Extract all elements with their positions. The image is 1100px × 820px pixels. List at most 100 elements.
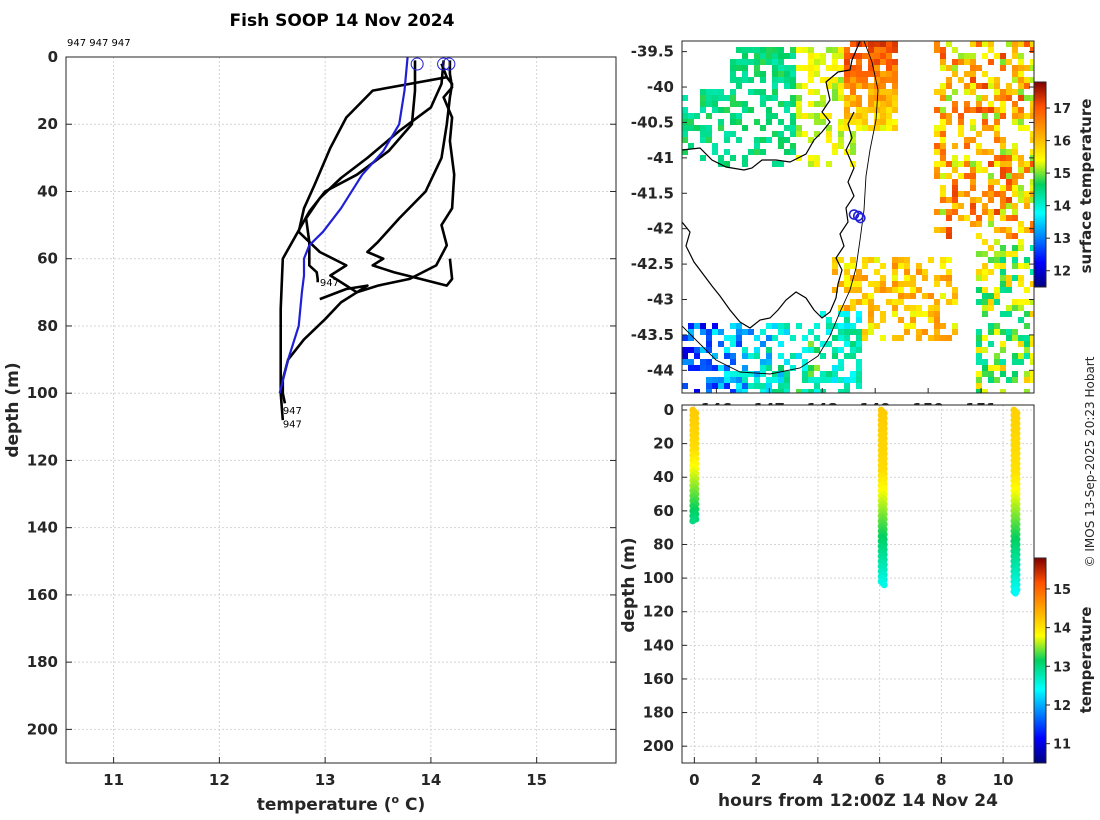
sst-pixel [820, 59, 826, 65]
sst-pixel [838, 131, 844, 137]
sst-pixel [1024, 311, 1030, 317]
sst-pixel [682, 383, 688, 389]
sst-pixel [700, 137, 706, 143]
sst-pixel [784, 359, 790, 365]
sst-pixel [886, 107, 892, 113]
sst-pixel [736, 83, 742, 89]
sst-pixel [880, 125, 886, 131]
sst-pixel [982, 365, 988, 371]
sst-pixel [982, 53, 988, 59]
map-y-tick-label: -42.5 [631, 255, 674, 273]
sst-pixel [826, 137, 832, 143]
sst-pixel [856, 71, 862, 77]
sst-pixel [946, 173, 952, 179]
sst-pixel [742, 347, 748, 353]
sst-pixel [856, 341, 862, 347]
sst-pixel [976, 221, 982, 227]
sst-pixel [802, 389, 808, 393]
sst-pixel [766, 377, 772, 383]
sst-pixel [736, 47, 742, 53]
sst-pixel [712, 323, 718, 329]
sst-pixel [940, 83, 946, 89]
sst-pixel [778, 47, 784, 53]
sst-pixel [844, 323, 850, 329]
sst-pixel [868, 299, 874, 305]
sst-pixel [1030, 281, 1034, 287]
sst-pixel [1012, 257, 1018, 263]
sst-pixel [988, 245, 994, 251]
sst-pixel [724, 137, 730, 143]
sst-colorbar-frame [1033, 81, 1047, 288]
sst-pixel [724, 107, 730, 113]
sst-pixel [742, 125, 748, 131]
sst-pixel [994, 227, 1000, 233]
sst-pixel [730, 113, 736, 119]
sst-pixel [814, 65, 820, 71]
sst-pixel [862, 275, 868, 281]
sst-pixel [724, 335, 730, 341]
sst-pixel [796, 47, 802, 53]
sst-pixel [790, 335, 796, 341]
profile-cast-label: 947 [283, 406, 302, 417]
sst-pixel [892, 287, 898, 293]
sst-pixel [982, 371, 988, 377]
sst-pixel [730, 89, 736, 95]
sst-pixel [1012, 65, 1018, 71]
sst-pixel [850, 83, 856, 89]
profile-chart: Fish SOOP 14 Nov 2024 947 947 947 947947… [3, 11, 617, 815]
sst-pixel [1018, 191, 1024, 197]
sst-pixel [754, 119, 760, 125]
sst-pixel [892, 311, 898, 317]
sst-pixel [1018, 41, 1024, 47]
sst-pixel [892, 47, 898, 53]
sst-pixel [754, 383, 760, 389]
profile-x-tick-label: 13 [315, 771, 336, 789]
sst-pixel [706, 341, 712, 347]
sst-pixel [850, 377, 856, 383]
sst-pixel [724, 149, 730, 155]
sst-pixel [886, 47, 892, 53]
sst-pixel [946, 215, 952, 221]
sst-pixel [778, 341, 784, 347]
sst-pixel [844, 275, 850, 281]
sst-pixel [1012, 215, 1018, 221]
sst-pixel [1000, 263, 1006, 269]
sst-pixel [982, 119, 988, 125]
sst-pixel [778, 323, 784, 329]
sst-pixel [772, 113, 778, 119]
sst-pixel [784, 323, 790, 329]
temperature-colorbar [1034, 558, 1046, 763]
sst-pixel [1024, 353, 1030, 359]
sst-pixel [1024, 335, 1030, 341]
sst-pixel [760, 47, 766, 53]
sst-pixel [832, 47, 838, 53]
sst-pixel [778, 365, 784, 371]
section-y-tick-label: 0 [664, 401, 674, 419]
sst-pixel [868, 95, 874, 101]
profile-lines [278, 56, 456, 421]
sst-pixel [682, 125, 688, 131]
sst-pixel [742, 107, 748, 113]
sst-pixel [868, 257, 874, 263]
sst-pixel [724, 95, 730, 101]
sst-pixel [988, 107, 994, 113]
sst-pixel [1000, 161, 1006, 167]
sst-pixel [910, 317, 916, 323]
sst-pixel [964, 215, 970, 221]
sst-pixel [940, 155, 946, 161]
sst-pixel [1012, 377, 1018, 383]
profile-x-tick-label: 14 [420, 771, 441, 789]
sst-pixel [880, 59, 886, 65]
sst-pixel [868, 323, 874, 329]
sst-pixel [940, 149, 946, 155]
sst-pixel [1024, 77, 1030, 83]
sst-pixel [772, 371, 778, 377]
sst-pixel [874, 41, 880, 47]
sst-pixel [766, 347, 772, 353]
sst-pixel [1024, 83, 1030, 89]
sst-pixel [874, 257, 880, 263]
sst-pixel [982, 149, 988, 155]
sst-pixel [724, 347, 730, 353]
sst-pixel [940, 47, 946, 53]
sst-pixel [1006, 329, 1012, 335]
